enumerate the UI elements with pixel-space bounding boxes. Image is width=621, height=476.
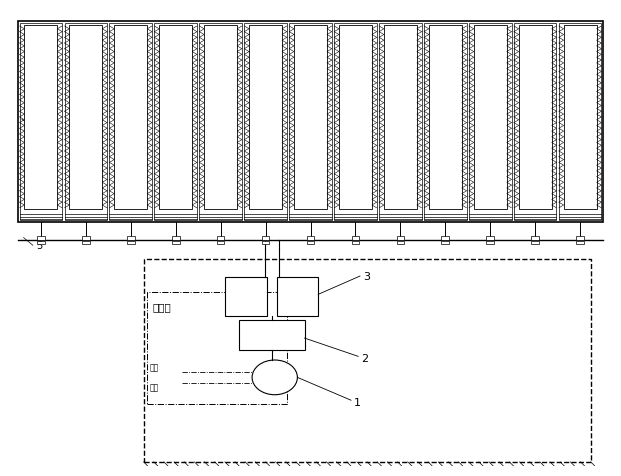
Bar bbox=[114, 25, 147, 209]
Bar bbox=[379, 23, 422, 220]
Bar bbox=[217, 241, 225, 244]
Bar bbox=[217, 237, 225, 239]
Bar bbox=[384, 25, 417, 209]
Bar bbox=[334, 23, 377, 220]
Bar bbox=[307, 237, 314, 239]
Bar bbox=[576, 241, 584, 244]
Bar bbox=[199, 23, 242, 220]
Bar bbox=[289, 23, 332, 220]
Bar bbox=[37, 241, 45, 244]
Text: 1: 1 bbox=[354, 397, 361, 407]
Bar bbox=[424, 23, 466, 220]
Bar bbox=[143, 258, 591, 462]
Bar bbox=[486, 237, 494, 239]
Bar bbox=[127, 241, 135, 244]
Text: 储水罐: 储水罐 bbox=[153, 303, 171, 313]
Bar bbox=[532, 237, 539, 239]
Bar bbox=[474, 25, 507, 209]
Bar bbox=[19, 21, 602, 222]
Bar bbox=[109, 23, 152, 220]
Bar bbox=[37, 237, 45, 239]
Bar bbox=[514, 23, 556, 220]
Bar bbox=[564, 25, 597, 209]
Bar bbox=[276, 277, 318, 316]
Bar bbox=[396, 237, 404, 239]
Bar bbox=[442, 241, 449, 244]
Text: 6: 6 bbox=[36, 89, 42, 99]
Text: 水源: 水源 bbox=[150, 384, 159, 393]
Bar bbox=[225, 277, 267, 316]
Bar bbox=[82, 241, 89, 244]
Bar bbox=[429, 25, 462, 209]
Bar bbox=[261, 241, 270, 244]
Bar bbox=[239, 320, 304, 350]
Bar bbox=[442, 237, 449, 239]
Bar bbox=[576, 237, 584, 239]
Bar bbox=[70, 25, 102, 209]
Bar bbox=[351, 237, 360, 239]
Bar bbox=[532, 241, 539, 244]
Bar bbox=[155, 23, 197, 220]
Bar bbox=[147, 292, 287, 404]
Text: 电源: 电源 bbox=[150, 363, 159, 372]
Bar bbox=[396, 241, 404, 244]
Bar bbox=[204, 25, 237, 209]
Text: 2: 2 bbox=[361, 354, 368, 364]
Bar bbox=[159, 25, 192, 209]
Bar bbox=[127, 237, 135, 239]
Bar bbox=[261, 237, 270, 239]
Bar bbox=[559, 23, 601, 220]
Bar bbox=[469, 23, 512, 220]
Bar bbox=[172, 241, 179, 244]
Bar bbox=[339, 25, 372, 209]
Bar bbox=[249, 25, 282, 209]
Bar bbox=[24, 25, 57, 209]
Bar bbox=[172, 237, 179, 239]
Circle shape bbox=[252, 360, 297, 395]
Bar bbox=[519, 25, 551, 209]
Bar bbox=[65, 23, 107, 220]
Text: 5: 5 bbox=[36, 240, 42, 250]
Bar bbox=[244, 23, 287, 220]
Bar bbox=[82, 237, 89, 239]
Bar bbox=[307, 241, 314, 244]
Text: 3: 3 bbox=[363, 272, 370, 282]
Text: 4: 4 bbox=[36, 122, 42, 132]
Bar bbox=[294, 25, 327, 209]
Bar bbox=[20, 23, 62, 220]
Bar bbox=[486, 241, 494, 244]
Bar bbox=[351, 241, 360, 244]
